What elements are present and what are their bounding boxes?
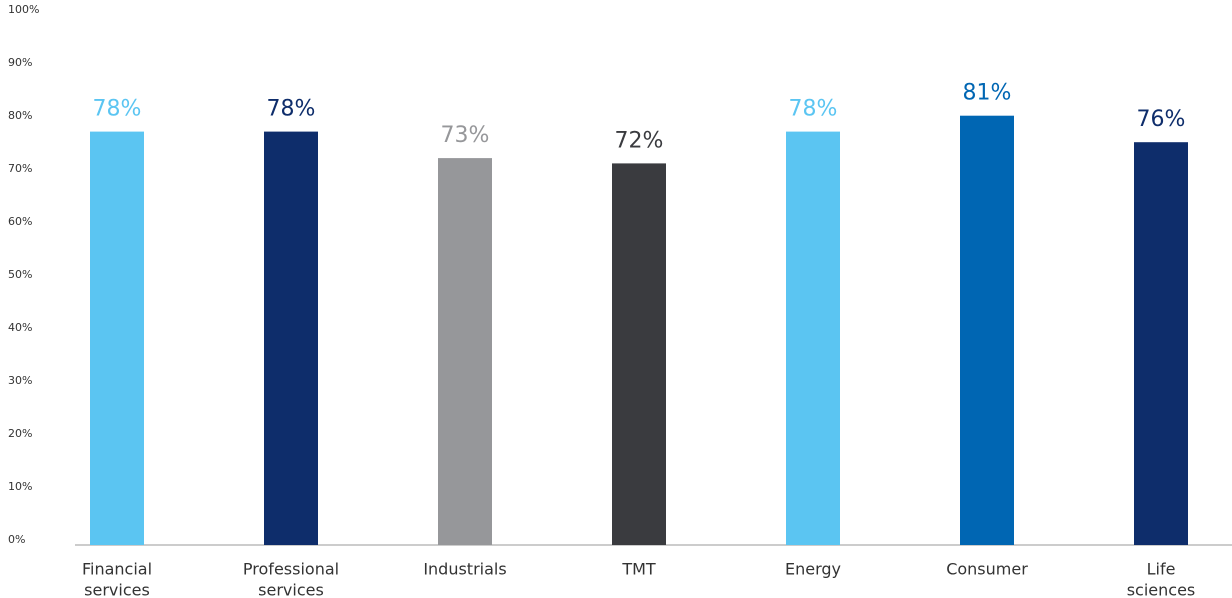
bar	[612, 163, 666, 545]
value-label: 76%	[1137, 107, 1186, 132]
bar	[264, 131, 318, 545]
bar	[90, 131, 144, 545]
x-tick-label: services	[84, 581, 150, 598]
y-tick-label: 40%	[8, 321, 32, 334]
x-tick-label: Professional	[243, 560, 339, 579]
bar	[438, 158, 492, 545]
y-tick-label: 80%	[8, 109, 32, 122]
y-tick-label: 10%	[8, 480, 32, 493]
x-tick-label: Industrials	[423, 560, 506, 579]
y-tick-label: 30%	[8, 374, 32, 387]
value-label: 81%	[963, 81, 1012, 106]
bar	[1134, 142, 1188, 545]
x-tick-label: services	[258, 581, 324, 598]
y-tick-label: 0%	[8, 533, 25, 546]
y-tick-label: 70%	[8, 162, 32, 175]
bar	[786, 131, 840, 545]
x-tick-label: Consumer	[946, 560, 1028, 579]
value-label: 73%	[441, 123, 490, 148]
value-label: 78%	[93, 97, 142, 122]
x-tick-label: TMT	[621, 560, 656, 579]
value-label: 78%	[789, 97, 838, 122]
value-label: 78%	[267, 97, 316, 122]
y-tick-label: 60%	[8, 215, 32, 228]
bar	[960, 115, 1014, 545]
x-tick-label: Energy	[785, 560, 841, 579]
value-label: 72%	[615, 128, 664, 153]
y-tick-label: 20%	[8, 427, 32, 440]
y-tick-label: 50%	[8, 268, 32, 281]
x-tick-label: sciences	[1127, 581, 1196, 598]
x-tick-label: Financial	[82, 560, 152, 579]
y-tick-label: 100%	[8, 3, 39, 16]
y-tick-label: 90%	[8, 56, 32, 69]
x-tick-label: Life	[1147, 560, 1176, 579]
